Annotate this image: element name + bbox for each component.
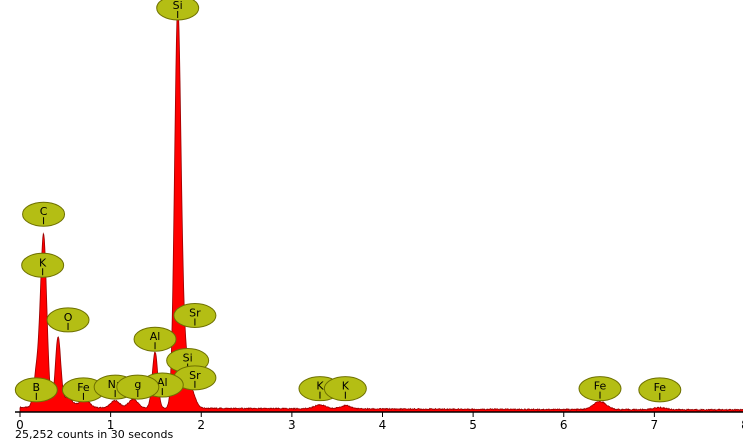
peak-label-c: C [22,201,66,227]
svg-text:K: K [316,380,324,393]
peak-label-k: K [21,252,65,278]
x-tick-label: 3 [288,418,296,432]
x-tick-label: 7 [651,418,659,432]
peak-label-g: g [116,374,160,400]
svg-text:Sr: Sr [189,307,201,320]
spectrum-layer [19,9,743,413]
svg-text:Fe: Fe [594,380,607,393]
svg-text:Sr: Sr [189,369,201,382]
peak-label-sr: Sr [173,303,217,329]
svg-text:O: O [64,311,73,324]
peak-label-b: B [14,377,58,403]
svg-text:Fe: Fe [654,381,667,394]
svg-text:Si: Si [173,0,183,12]
x-tick-label: 6 [560,418,568,432]
peak-label-k: K [323,376,367,402]
x-tick-label: 5 [469,418,477,432]
peak-label-fe: Fe [578,376,622,402]
x-tick-label: 0 [16,418,24,432]
spectrum-area [19,9,743,413]
svg-text:B: B [33,381,41,394]
svg-text:K: K [342,380,350,393]
counts-annotation: 25,252 counts in 30 seconds [15,428,173,441]
x-axis: 0 1 2 3 4 5 6 7 8 [15,411,743,432]
peak-label-fe: Fe [638,377,682,403]
peak-label-si: Si [156,0,200,21]
svg-text:g: g [134,378,141,391]
svg-text:Al: Al [150,330,161,343]
peak-label-fe: Fe [61,377,105,403]
svg-text:Al: Al [157,376,168,389]
svg-text:Fe: Fe [77,381,90,394]
peak-label-o: O [46,307,90,333]
svg-text:Si: Si [183,352,193,365]
svg-text:K: K [39,256,47,269]
peak-label-al: Al [133,326,177,352]
x-tick-label: 1 [107,418,115,432]
x-tick-label: 8 [741,418,743,432]
x-tick-label: 4 [379,418,387,432]
svg-text:C: C [40,205,48,218]
x-tick-label: 2 [197,418,205,432]
